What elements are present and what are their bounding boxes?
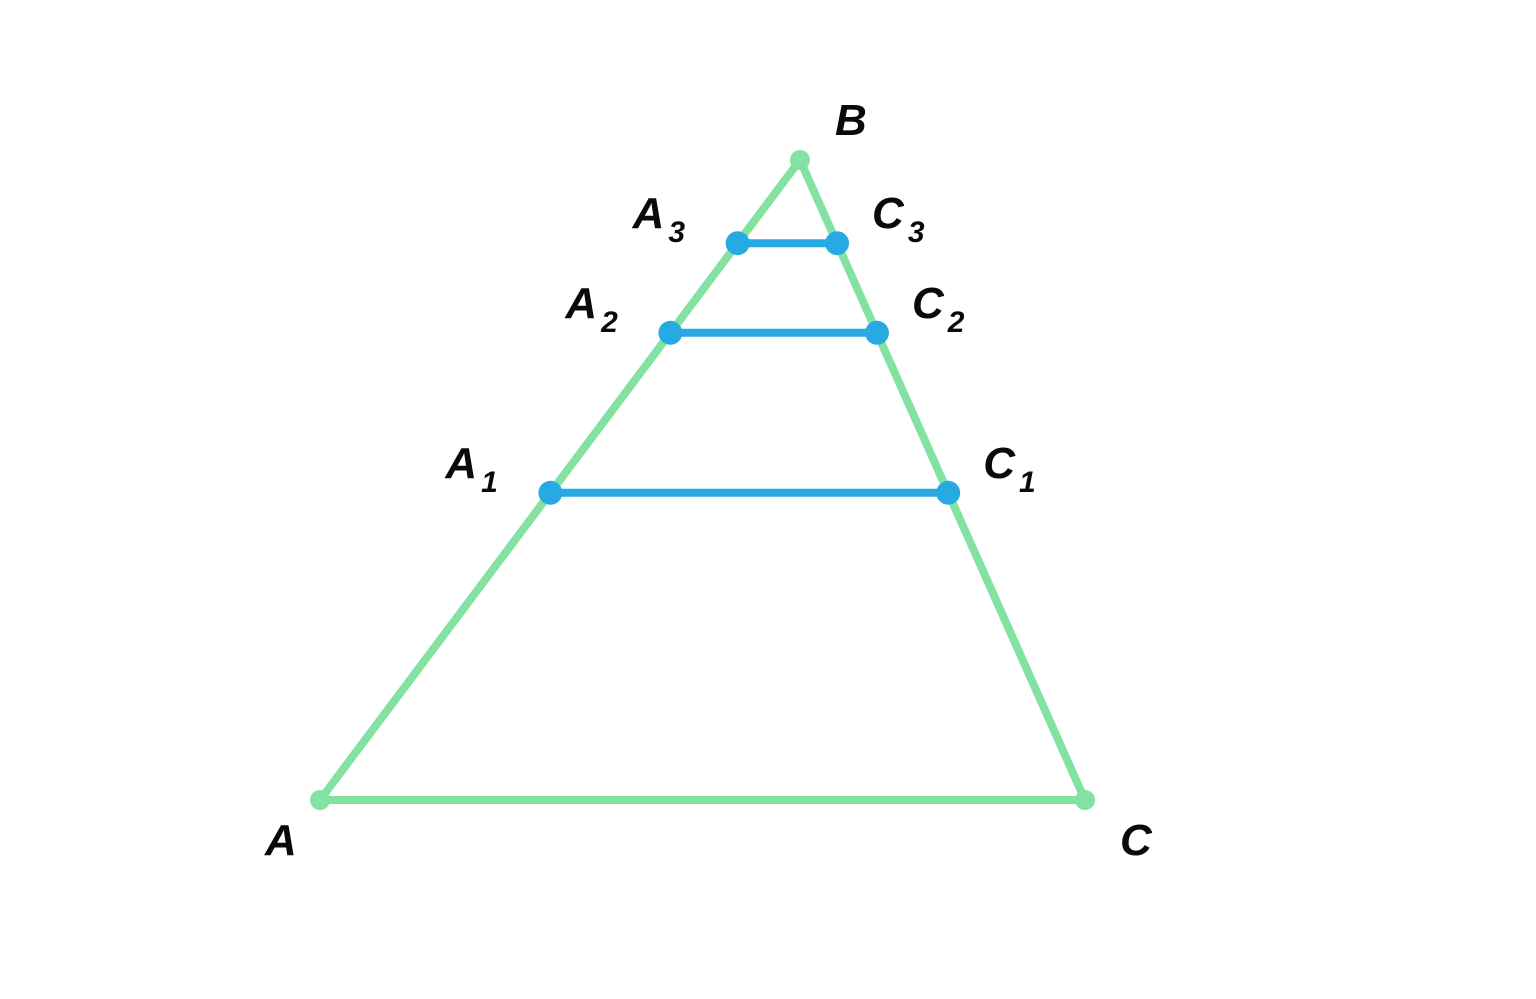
vertex-a	[310, 790, 330, 810]
point-label: C	[1120, 816, 1153, 865]
point-a2	[658, 321, 682, 345]
vertex-c	[1075, 790, 1095, 810]
point-c1	[936, 481, 960, 505]
point-c3	[825, 231, 849, 255]
point-label: A2	[564, 279, 618, 339]
point-a3	[726, 231, 750, 255]
point-label: B	[835, 96, 867, 145]
point-label: A1	[444, 439, 497, 499]
point-label: C3	[872, 189, 925, 249]
triangle-abc	[320, 160, 1085, 800]
point-label: A	[264, 816, 297, 865]
geometry-diagram: A1 C1 A2 C2 A3 C3 A B C	[0, 0, 1536, 999]
point-label: A3	[632, 189, 686, 249]
point-label: C2	[912, 279, 965, 339]
point-c2	[865, 321, 889, 345]
vertex-b	[790, 150, 810, 170]
point-a1	[538, 481, 562, 505]
point-label: C1	[983, 439, 1035, 499]
